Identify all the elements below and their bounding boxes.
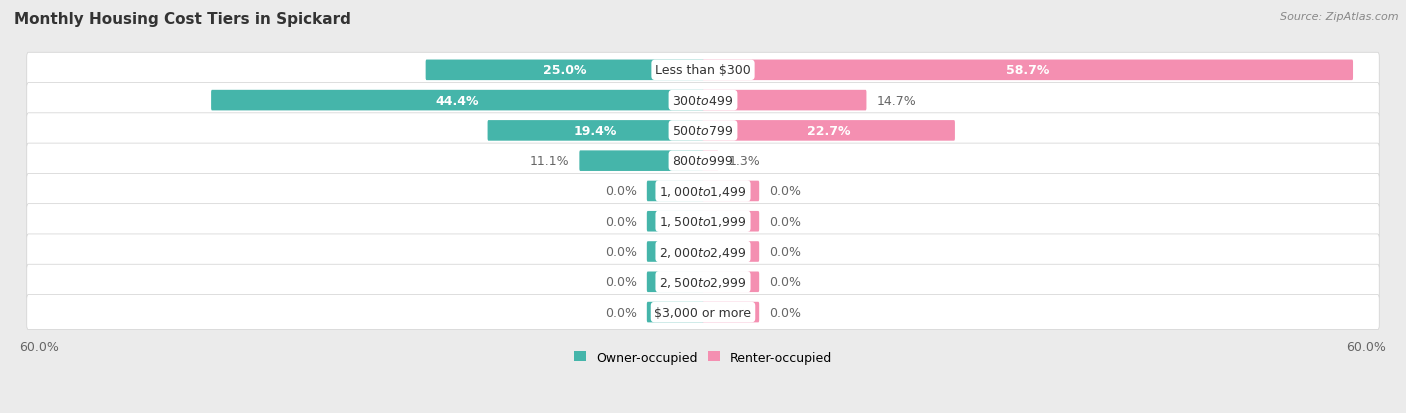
FancyBboxPatch shape: [702, 272, 759, 292]
FancyBboxPatch shape: [702, 151, 718, 171]
FancyBboxPatch shape: [702, 90, 866, 111]
Text: 44.4%: 44.4%: [436, 95, 479, 107]
Text: 19.4%: 19.4%: [574, 125, 617, 138]
FancyBboxPatch shape: [702, 211, 759, 232]
FancyBboxPatch shape: [647, 211, 704, 232]
Text: 0.0%: 0.0%: [769, 185, 801, 198]
Text: Less than $300: Less than $300: [655, 64, 751, 77]
FancyBboxPatch shape: [211, 90, 704, 111]
Text: 0.0%: 0.0%: [605, 185, 637, 198]
FancyBboxPatch shape: [647, 302, 704, 323]
Text: 0.0%: 0.0%: [769, 215, 801, 228]
FancyBboxPatch shape: [27, 53, 1379, 88]
FancyBboxPatch shape: [647, 242, 704, 262]
Text: 0.0%: 0.0%: [605, 306, 637, 319]
Text: 22.7%: 22.7%: [807, 125, 851, 138]
FancyBboxPatch shape: [27, 204, 1379, 239]
FancyBboxPatch shape: [647, 181, 704, 202]
Legend: Owner-occupied, Renter-occupied: Owner-occupied, Renter-occupied: [568, 346, 838, 369]
FancyBboxPatch shape: [702, 302, 759, 323]
Text: 1.3%: 1.3%: [728, 155, 761, 168]
FancyBboxPatch shape: [579, 151, 704, 171]
Text: $500 to $799: $500 to $799: [672, 125, 734, 138]
FancyBboxPatch shape: [702, 121, 955, 141]
FancyBboxPatch shape: [27, 144, 1379, 179]
FancyBboxPatch shape: [27, 295, 1379, 330]
Text: 0.0%: 0.0%: [605, 215, 637, 228]
FancyBboxPatch shape: [647, 272, 704, 292]
Text: $1,000 to $1,499: $1,000 to $1,499: [659, 185, 747, 199]
FancyBboxPatch shape: [488, 121, 704, 141]
Text: Source: ZipAtlas.com: Source: ZipAtlas.com: [1281, 12, 1399, 22]
FancyBboxPatch shape: [27, 174, 1379, 209]
FancyBboxPatch shape: [27, 235, 1379, 269]
Text: 0.0%: 0.0%: [769, 245, 801, 259]
Text: 14.7%: 14.7%: [876, 95, 917, 107]
Text: $3,000 or more: $3,000 or more: [655, 306, 751, 319]
Text: $2,500 to $2,999: $2,500 to $2,999: [659, 275, 747, 289]
Text: 0.0%: 0.0%: [605, 275, 637, 289]
FancyBboxPatch shape: [27, 265, 1379, 299]
Text: 0.0%: 0.0%: [769, 306, 801, 319]
Text: $300 to $499: $300 to $499: [672, 95, 734, 107]
FancyBboxPatch shape: [702, 181, 759, 202]
FancyBboxPatch shape: [27, 83, 1379, 119]
Text: 11.1%: 11.1%: [530, 155, 569, 168]
FancyBboxPatch shape: [27, 114, 1379, 149]
FancyBboxPatch shape: [702, 60, 1353, 81]
Text: 25.0%: 25.0%: [543, 64, 586, 77]
Text: Monthly Housing Cost Tiers in Spickard: Monthly Housing Cost Tiers in Spickard: [14, 12, 352, 27]
Text: 0.0%: 0.0%: [605, 245, 637, 259]
FancyBboxPatch shape: [426, 60, 704, 81]
Text: $1,500 to $1,999: $1,500 to $1,999: [659, 215, 747, 229]
Text: $2,000 to $2,499: $2,000 to $2,499: [659, 245, 747, 259]
Text: 0.0%: 0.0%: [769, 275, 801, 289]
Text: $800 to $999: $800 to $999: [672, 155, 734, 168]
FancyBboxPatch shape: [702, 242, 759, 262]
Text: 58.7%: 58.7%: [1005, 64, 1049, 77]
